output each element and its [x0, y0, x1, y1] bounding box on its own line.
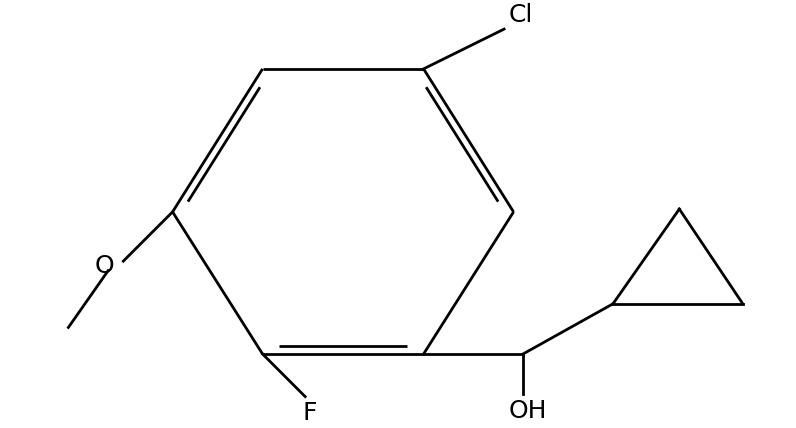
Text: O: O	[94, 254, 114, 278]
Text: Cl: Cl	[509, 3, 533, 27]
Text: OH: OH	[509, 398, 547, 422]
Text: F: F	[302, 401, 317, 425]
